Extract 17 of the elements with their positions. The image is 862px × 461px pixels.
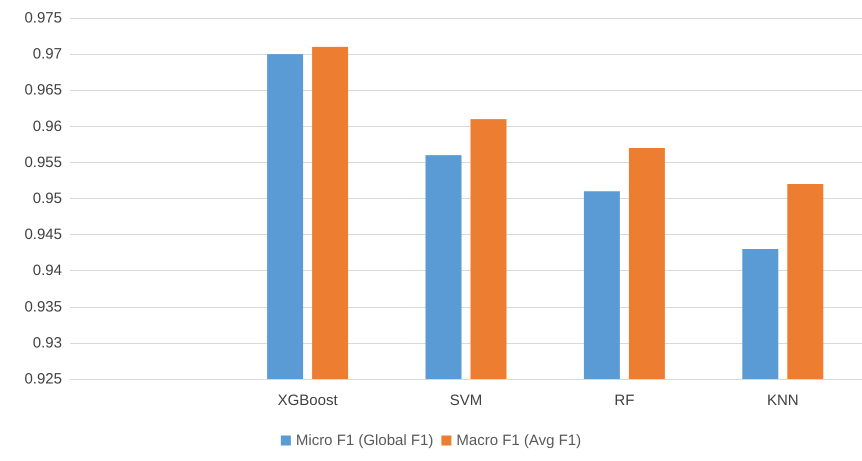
y-tick-label: 0.975 [24, 10, 62, 26]
x-tick-label: SVM [450, 392, 482, 409]
y-tick-label: 0.955 [24, 154, 62, 171]
y-tick-label: 0.96 [32, 118, 62, 135]
y-tick-label: 0.97 [32, 46, 62, 63]
x-tick-label: XGBoost [278, 392, 338, 409]
y-tick-label: 0.925 [24, 370, 62, 388]
y-tick-label: 0.945 [24, 226, 62, 244]
y-tick-label: 0.93 [32, 334, 62, 352]
legend-label: Micro F1 (Global F1) [296, 432, 434, 449]
x-tick-label: RF [614, 392, 634, 409]
legend-label: Macro F1 (Avg F1) [456, 432, 582, 449]
y-tick-label: 0.95 [32, 190, 62, 207]
y-tick-label: 0.935 [24, 298, 62, 316]
x-tick-label: KNN [766, 392, 799, 409]
y-tick-label: 0.94 [32, 262, 62, 280]
y-tick-label: 0.965 [24, 82, 62, 99]
